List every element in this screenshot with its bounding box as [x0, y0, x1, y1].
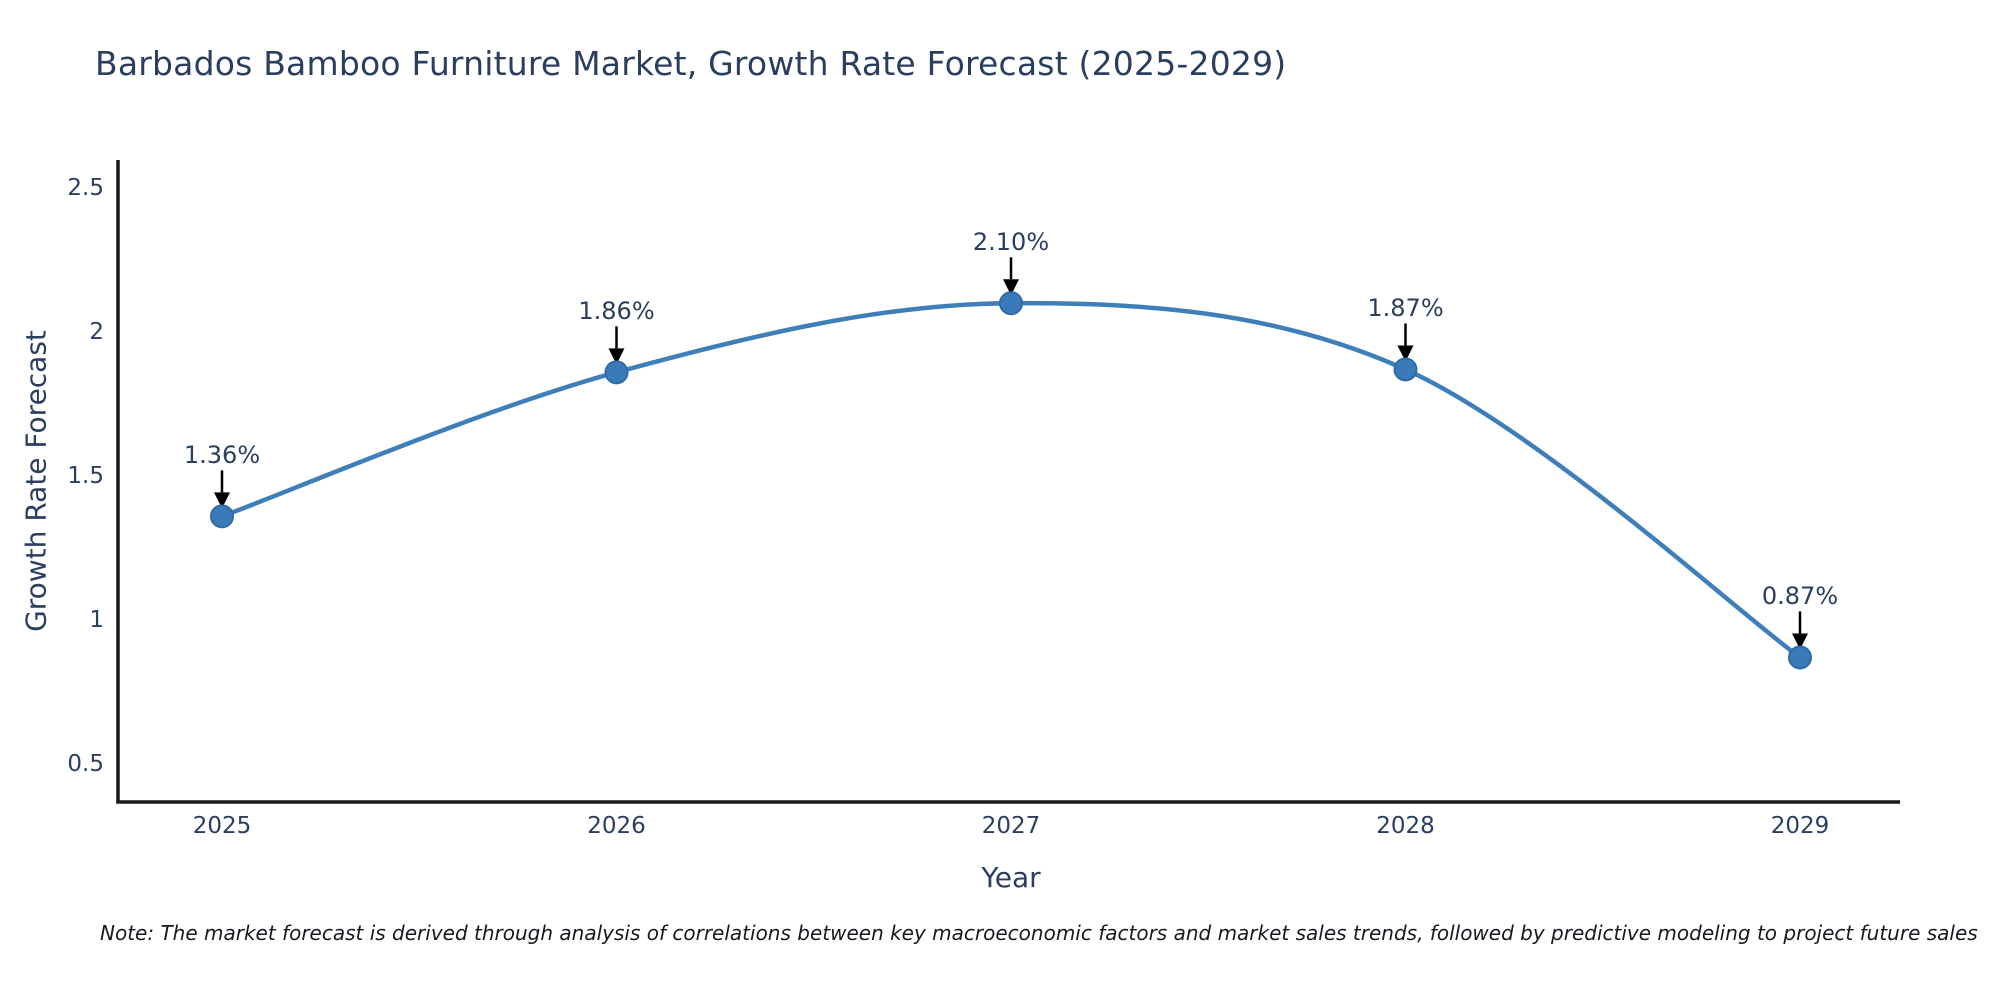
x-tick-label: 2025 [192, 813, 252, 839]
footnote: Note: The market forecast is derived thr… [100, 921, 1978, 945]
data-point-label: 2.10% [972, 228, 1050, 257]
data-point-marker [210, 504, 234, 529]
y-tick-label: 2 [89, 319, 104, 345]
x-tick-label: 2026 [587, 813, 646, 839]
forecast-line [219, 300, 1803, 660]
annotation-arrow-head [1792, 633, 1808, 650]
annotation-arrow-head [608, 348, 625, 365]
data-point-label: 1.36% [183, 441, 261, 470]
annotation-arrow-head [1003, 279, 1019, 296]
data-point-marker [999, 291, 1023, 316]
y-tick-label: 1 [89, 607, 104, 633]
x-tick-label: 2028 [1376, 813, 1435, 839]
x-tick-label: 2027 [981, 813, 1041, 839]
annotation-arrow-head [214, 492, 230, 509]
y-axis-title: Growth Rate Forecast [19, 330, 53, 632]
x-tick-label: 2029 [1770, 813, 1830, 839]
x-axis-title: Year [981, 861, 1041, 894]
y-tick-label: 2.5 [67, 175, 104, 201]
y-tick-label: 0.5 [67, 751, 104, 777]
chart-title: Barbados Bamboo Furniture Market, Growth… [95, 44, 1287, 83]
data-point-marker [604, 360, 629, 385]
data-point-label: 1.87% [1367, 294, 1444, 323]
data-point-marker [1788, 645, 1812, 670]
data-point-label: 1.86% [578, 297, 655, 326]
data-point-label: 0.87% [1761, 582, 1839, 611]
annotation-arrow-head [1397, 345, 1414, 362]
data-point-marker [1393, 357, 1418, 382]
y-tick-label: 1.5 [67, 463, 104, 489]
